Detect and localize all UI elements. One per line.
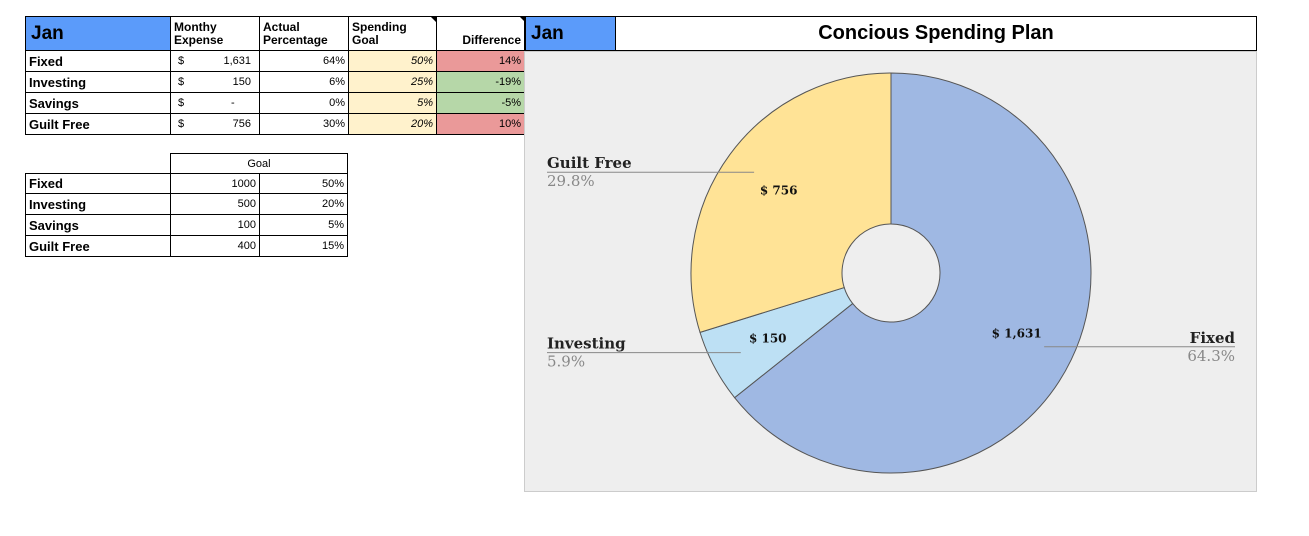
spending-goal-cell[interactable]: 25%: [348, 72, 436, 93]
amount-value: 150: [232, 76, 251, 88]
currency-symbol: $: [178, 76, 185, 88]
actual-percentage-cell[interactable]: 0%: [259, 93, 348, 114]
spending-goal-cell[interactable]: 50%: [348, 51, 436, 72]
actual-percentage-header[interactable]: Actual Percentage: [259, 16, 348, 51]
actual-percentage-header-line2: Percentage: [263, 32, 328, 47]
chart-month-header[interactable]: Jan: [525, 16, 615, 51]
difference-cell[interactable]: 14%: [436, 51, 525, 72]
amount-cell[interactable]: $ 150: [170, 72, 259, 93]
goal-percent-cell[interactable]: 50%: [259, 173, 348, 194]
callout-category-label: Guilt Free: [547, 154, 632, 172]
amount-cell[interactable]: $ -: [170, 93, 259, 114]
category-cell[interactable]: Guilt Free: [25, 114, 170, 135]
spending-goal-header[interactable]: Spending Goal: [348, 16, 436, 51]
month-header[interactable]: Jan: [25, 16, 170, 51]
callout-percent-label: 5.9%: [547, 353, 585, 371]
spending-goal-cell[interactable]: 5%: [348, 93, 436, 114]
spending-goal-cell[interactable]: 20%: [348, 114, 436, 135]
goal-amount-cell[interactable]: 500: [170, 194, 259, 215]
category-cell[interactable]: Fixed: [25, 51, 170, 72]
category-cell[interactable]: Savings: [25, 93, 170, 114]
goal-percent-cell[interactable]: 20%: [259, 194, 348, 215]
slice-value-label: $ 1,631: [992, 327, 1042, 341]
goal-category-cell[interactable]: Guilt Free: [25, 236, 170, 257]
chart-title[interactable]: Concious Spending Plan: [615, 16, 1257, 51]
note-indicator-icon: [519, 16, 525, 22]
monthly-expense-header[interactable]: Monthy Expense: [170, 16, 259, 51]
difference-cell[interactable]: -19%: [436, 72, 525, 93]
goal-amount-cell[interactable]: 400: [170, 236, 259, 257]
difference-cell[interactable]: 10%: [436, 114, 525, 135]
slice-fixed[interactable]: [733, 72, 1092, 474]
goal-category-cell[interactable]: Savings: [25, 215, 170, 236]
spending-goal-header-line2: Goal: [352, 32, 379, 47]
difference-header[interactable]: Difference: [436, 16, 525, 51]
actual-percentage-cell[interactable]: 64%: [259, 51, 348, 72]
callout-category-label: Investing: [547, 335, 626, 353]
actual-percentage-header-line1: Actual: [263, 19, 300, 34]
goal-amount-cell[interactable]: 100: [170, 215, 259, 236]
goal-category-cell[interactable]: Investing: [25, 194, 170, 215]
monthly-expense-header-line2: Expense: [174, 32, 224, 47]
actual-percentage-cell[interactable]: 30%: [259, 114, 348, 135]
slice-guilt-free[interactable]: [690, 72, 892, 334]
spending-goal-header-line1: Spending: [352, 19, 407, 34]
difference-cell[interactable]: -5%: [436, 93, 525, 114]
callout-category-label: Fixed: [1190, 329, 1236, 347]
slice-value-label: $ 150: [749, 331, 787, 345]
donut-chart[interactable]: $ 1,631 $ 150 $ 756 Fixed 64.3% Investing 5.9%…: [524, 51, 1257, 492]
slice-value-label: $ 756: [760, 183, 798, 197]
currency-symbol: $: [178, 118, 185, 130]
callout-percent-label: 64.3%: [1187, 347, 1235, 365]
currency-symbol: $: [178, 55, 185, 67]
note-indicator-icon: [430, 16, 436, 22]
currency-symbol: $: [178, 97, 185, 109]
amount-value: 1,631: [223, 55, 251, 67]
amount-cell[interactable]: $ 756: [170, 114, 259, 135]
goal-percent-cell[interactable]: 5%: [259, 215, 348, 236]
amount-cell[interactable]: $ 1,631: [170, 51, 259, 72]
category-cell[interactable]: Investing: [25, 72, 170, 93]
goal-amount-cell[interactable]: 1000: [170, 173, 259, 194]
goal-header[interactable]: Goal: [170, 153, 348, 173]
amount-value: 756: [232, 118, 251, 130]
goal-percent-cell[interactable]: 15%: [259, 236, 348, 257]
goal-category-cell[interactable]: Fixed: [25, 173, 170, 194]
actual-percentage-cell[interactable]: 6%: [259, 72, 348, 93]
amount-value: -: [231, 97, 235, 109]
monthly-expense-header-line1: Monthy: [174, 19, 217, 34]
callout-percent-label: 29.8%: [547, 172, 595, 190]
